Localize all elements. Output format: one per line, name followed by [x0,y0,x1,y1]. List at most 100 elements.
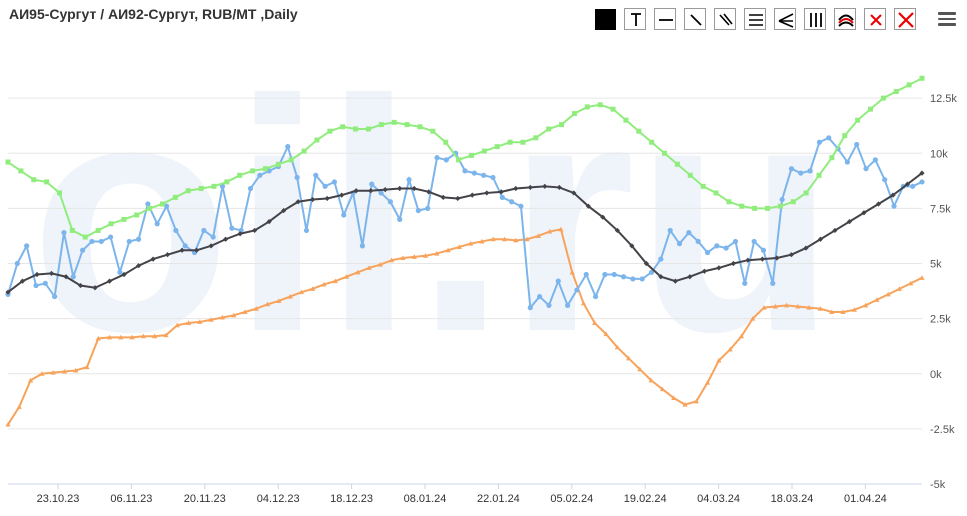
data-point [752,205,758,211]
data-point [152,333,158,339]
data-point [919,170,925,176]
data-point [643,260,649,267]
data-point [602,271,608,278]
data-point [19,278,26,284]
data-point [341,212,347,218]
data-point [434,250,440,256]
data-point [80,247,86,253]
data-point [614,344,620,350]
data-point [687,274,693,280]
arc-icon[interactable] [834,8,856,30]
data-point [219,314,225,320]
data-point [790,199,796,205]
data-point [31,177,37,183]
data-point [777,203,783,209]
data-point [159,201,165,207]
data-point [614,227,620,234]
data-point [471,170,477,176]
data-point [425,205,431,211]
data-point [56,190,62,196]
data-point [295,199,301,205]
data-point [658,274,664,280]
y-tick-label: -2.5k [930,424,955,436]
data-point [210,234,216,240]
data-point [422,253,429,258]
vertical-lines-icon[interactable] [804,8,826,30]
data-point [611,271,617,278]
data-point [387,199,393,205]
data-point [863,166,869,172]
data-point [723,245,729,251]
data-point [597,102,603,108]
square-filled-icon[interactable] [594,8,616,30]
data-point [687,172,693,178]
data-point [527,305,533,311]
data-point [48,270,55,277]
data-point [140,333,147,339]
horizontal-line-icon[interactable] [654,8,676,30]
data-point [172,194,178,200]
data-point [42,280,48,286]
x-tick-label: 04.03.24 [697,493,740,505]
data-point [490,174,496,181]
data-point [682,402,688,407]
data-point [704,249,711,256]
y-tick-label: 5k [930,259,942,271]
data-point [145,201,151,207]
delete-icon[interactable] [864,8,886,30]
watermark-text: oil.ru [30,31,837,400]
data-point [817,236,824,242]
data-point [107,234,114,240]
data-point [224,179,230,185]
data-point [501,236,508,242]
data-point [509,199,515,205]
data-point [89,238,95,245]
parallel-channel-icon[interactable] [714,8,736,30]
data-point [250,168,256,174]
data-point [340,124,346,130]
data-point [377,262,383,267]
hamburger-menu-icon[interactable] [938,12,956,26]
data-point [229,225,235,231]
data-point [520,139,526,145]
data-point [434,155,440,161]
fan-lines-icon[interactable] [774,8,796,30]
data-point [533,135,539,141]
data-point [854,141,860,148]
data-point [765,205,771,211]
data-point [494,144,500,150]
data-point [382,187,388,193]
data-point [742,280,748,286]
data-point [16,404,22,409]
data-point [842,133,848,139]
series-4 [5,75,925,240]
data-point [106,334,113,340]
data-point [919,275,925,280]
data-point [667,227,673,234]
data-point [61,230,67,236]
text-tool-icon[interactable] [624,8,646,30]
y-tick-label: 10k [930,148,948,160]
data-point [906,82,912,88]
data-point [411,185,417,192]
data-point [546,126,552,132]
x-tick-label: 05.02.24 [550,493,593,505]
data-point [426,189,432,195]
data-point [868,106,874,112]
data-point [659,386,666,392]
delete-all-icon[interactable] [894,8,916,30]
data-point [147,205,153,211]
data-point [69,227,75,233]
data-point [671,395,677,401]
data-point [649,139,655,145]
data-point [194,247,200,253]
data-point [695,238,701,245]
data-point [287,293,293,299]
data-point [844,159,850,165]
horizontal-lines-icon[interactable] [744,8,766,30]
data-point [276,298,282,303]
data-point [603,331,609,337]
data-point [253,306,259,311]
trend-line-icon[interactable] [684,8,706,30]
data-point [5,159,11,165]
